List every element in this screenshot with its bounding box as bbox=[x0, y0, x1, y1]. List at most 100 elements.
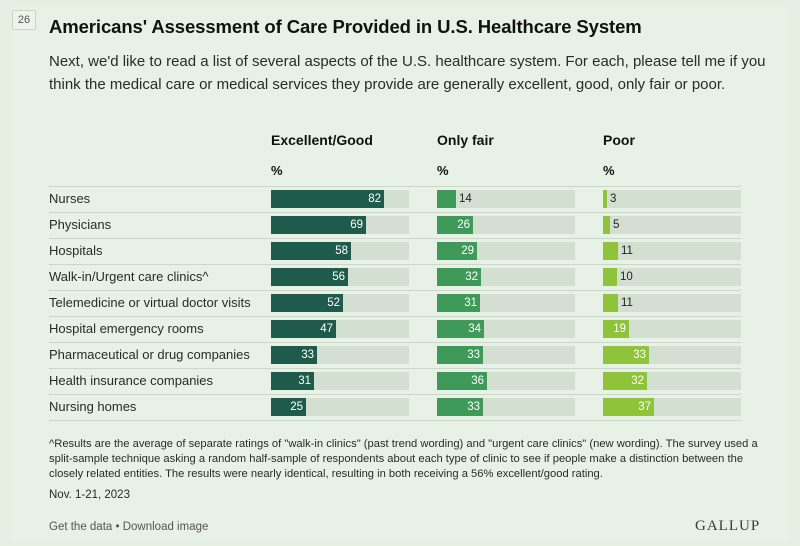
row-label: Health insurance companies bbox=[49, 373, 214, 388]
data-label: 25 bbox=[290, 401, 303, 413]
bar-track: 33 bbox=[271, 346, 409, 364]
bar-poor bbox=[603, 346, 649, 364]
download-image-link[interactable]: Download image bbox=[122, 521, 209, 533]
bar-poor bbox=[603, 268, 617, 286]
bar-excellent-good bbox=[271, 372, 314, 390]
bar-track: 58 bbox=[271, 242, 409, 260]
survey-date: Nov. 1-21, 2023 bbox=[49, 489, 130, 501]
data-label: 32 bbox=[631, 375, 644, 387]
row-separator bbox=[49, 394, 741, 395]
bar-only-fair bbox=[437, 242, 477, 260]
data-label: 58 bbox=[335, 245, 348, 257]
bar-excellent-good bbox=[271, 320, 336, 338]
page-number-badge: 26 bbox=[12, 10, 36, 30]
bar-only-fair bbox=[437, 346, 483, 364]
data-label: 33 bbox=[301, 349, 314, 361]
bar-only-fair bbox=[437, 372, 487, 390]
link-separator: • bbox=[112, 521, 123, 533]
get-data-link[interactable]: Get the data bbox=[49, 521, 113, 533]
bar-excellent-good bbox=[271, 242, 351, 260]
bar-track: 33 bbox=[437, 346, 575, 364]
data-label: 31 bbox=[464, 297, 477, 309]
bar-excellent-good bbox=[271, 216, 366, 234]
data-label: 52 bbox=[327, 297, 340, 309]
data-label: 10 bbox=[620, 271, 633, 283]
bar-track: 52 bbox=[271, 294, 409, 312]
bar-excellent-good bbox=[271, 398, 306, 416]
data-label: 19 bbox=[613, 323, 626, 335]
row-label: Nurses bbox=[49, 191, 91, 206]
bar-only-fair bbox=[437, 190, 456, 208]
bar-track: 32 bbox=[437, 268, 575, 286]
bar-track: 34 bbox=[437, 320, 575, 338]
column-header-0: Excellent/Good bbox=[271, 132, 373, 148]
chart-subtitle: Next, we'd like to read a list of severa… bbox=[49, 53, 766, 93]
data-label: 32 bbox=[465, 271, 478, 283]
data-label: 14 bbox=[459, 193, 472, 205]
bar-track: 11 bbox=[603, 294, 741, 312]
footer-links: Get the data • Download image bbox=[49, 521, 208, 533]
column-header-2: Poor bbox=[603, 132, 635, 148]
bar-excellent-good bbox=[271, 190, 384, 208]
bar-poor bbox=[603, 372, 647, 390]
row-separator bbox=[49, 212, 741, 213]
column-unit-1: % bbox=[437, 163, 449, 178]
bar-track: 47 bbox=[271, 320, 409, 338]
bar-only-fair bbox=[437, 268, 481, 286]
data-label: 47 bbox=[320, 323, 333, 335]
row-separator bbox=[49, 342, 741, 343]
data-label: 29 bbox=[461, 245, 474, 257]
data-label: 37 bbox=[638, 401, 651, 413]
bar-track: 36 bbox=[437, 372, 575, 390]
column-header-1: Only fair bbox=[437, 132, 494, 148]
row-label: Hospital emergency rooms bbox=[49, 321, 204, 336]
data-label: 34 bbox=[468, 323, 481, 335]
gallup-logo: GALLUP bbox=[695, 518, 761, 534]
row-separator bbox=[49, 290, 741, 291]
bar-poor bbox=[603, 294, 618, 312]
data-label: 3 bbox=[610, 193, 617, 205]
bar-track: 10 bbox=[603, 268, 741, 286]
data-label: 33 bbox=[467, 349, 480, 361]
bar-track: 19 bbox=[603, 320, 741, 338]
row-label: Walk-in/Urgent care clinics^ bbox=[49, 269, 209, 284]
column-unit-2: % bbox=[603, 163, 615, 178]
bar-track: 14 bbox=[437, 190, 575, 208]
data-label: 69 bbox=[350, 219, 363, 231]
bar-poor bbox=[603, 216, 610, 234]
bar-track: 33 bbox=[603, 346, 741, 364]
data-label: 31 bbox=[298, 375, 311, 387]
bar-track: 3 bbox=[603, 190, 741, 208]
data-label: 5 bbox=[613, 219, 620, 231]
bar-poor bbox=[603, 190, 607, 208]
bar-track: 29 bbox=[437, 242, 575, 260]
bar-poor bbox=[603, 242, 618, 260]
data-label: 33 bbox=[633, 349, 646, 361]
row-separator bbox=[49, 264, 741, 265]
row-separator bbox=[49, 368, 741, 369]
row-separator bbox=[49, 316, 741, 317]
bar-track: 5 bbox=[603, 216, 741, 234]
row-separator bbox=[49, 238, 741, 239]
row-label: Physicians bbox=[49, 217, 112, 232]
chart-title: Americans' Assessment of Care Provided i… bbox=[49, 16, 642, 37]
bar-only-fair bbox=[437, 398, 483, 416]
data-label: 33 bbox=[467, 401, 480, 413]
row-label: Hospitals bbox=[49, 243, 103, 258]
bar-track: 37 bbox=[603, 398, 741, 416]
bar-track: 33 bbox=[437, 398, 575, 416]
data-label: 11 bbox=[621, 297, 633, 309]
bar-track: 32 bbox=[603, 372, 741, 390]
data-label: 36 bbox=[471, 375, 484, 387]
bar-poor bbox=[603, 398, 654, 416]
row-separator bbox=[49, 186, 741, 187]
bar-track: 31 bbox=[271, 372, 409, 390]
bar-excellent-good bbox=[271, 346, 317, 364]
bar-track: 56 bbox=[271, 268, 409, 286]
bar-excellent-good bbox=[271, 268, 348, 286]
bar-excellent-good bbox=[271, 294, 343, 312]
row-label: Telemedicine or virtual doctor visits bbox=[49, 295, 251, 310]
bar-only-fair bbox=[437, 320, 484, 338]
data-label: 11 bbox=[621, 245, 633, 257]
bar-track: 82 bbox=[271, 190, 409, 208]
